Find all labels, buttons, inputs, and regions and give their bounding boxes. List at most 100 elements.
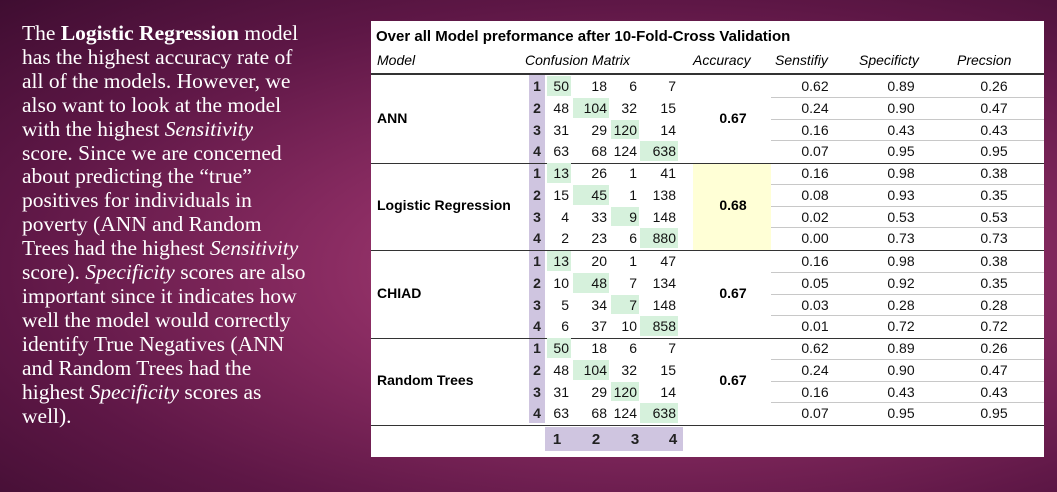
precision-value: 0.28 [980, 296, 1008, 313]
sensitivity-value: 0.00 [801, 230, 829, 247]
row-index: 2 [533, 186, 541, 203]
matrix-cell: 29 [591, 121, 607, 138]
matrix-cell: 23 [591, 230, 607, 247]
precision-value: 0.43 [980, 383, 1008, 400]
specificity-value: 0.53 [887, 208, 915, 225]
description-text: The Logistic Regression model has the hi… [22, 21, 362, 428]
matrix-cell: 68 [591, 405, 607, 422]
diagonal-highlight [640, 228, 678, 248]
row-index: 4 [533, 230, 541, 247]
precision-value: 0.35 [980, 274, 1008, 291]
precision-value: 0.73 [980, 230, 1008, 247]
header-divider [371, 73, 1044, 74]
row-index: 4 [533, 405, 541, 422]
row-divider [771, 183, 1044, 185]
header-precision: Precsion [957, 52, 1012, 68]
row-index: 4 [533, 143, 541, 160]
matrix-cell: 5 [561, 296, 569, 313]
sensitivity-value: 0.05 [801, 274, 829, 291]
specificity-value: 0.43 [887, 383, 915, 400]
specificity-value: 0.72 [887, 318, 915, 335]
specificity-value: 0.93 [887, 186, 915, 203]
row-index: 1 [533, 165, 541, 181]
matrix-cell: 18 [591, 340, 607, 356]
accuracy-highlight [693, 163, 771, 251]
matrix-cell: 9 [629, 208, 637, 225]
matrix-cell: 14 [660, 121, 676, 138]
matrix-cell: 15 [660, 361, 676, 378]
matrix-cell: 1 [629, 186, 637, 203]
desc-line: poverty (ANN and Random [22, 212, 262, 237]
desc-line: Trees had the highest Sensitivity [22, 236, 299, 261]
matrix-cell: 7 [629, 274, 637, 291]
diagonal-highlight [640, 316, 678, 336]
matrix-cell: 45 [591, 186, 607, 203]
row-index: 3 [533, 208, 541, 225]
sensitivity-value: 0.24 [801, 99, 829, 116]
matrix-cell: 48 [553, 99, 569, 116]
sensitivity-value: 0.16 [801, 383, 829, 400]
row-divider [771, 402, 1044, 404]
precision-value: 0.47 [980, 361, 1008, 378]
precision-value: 0.26 [980, 78, 1008, 94]
header-specificity: Specificty [859, 52, 919, 68]
matrix-cell: 18 [591, 78, 607, 94]
desc-line: The Logistic Regression model [22, 21, 299, 45]
desc-line: well the model would correctly [22, 307, 291, 332]
row-index: 1 [533, 78, 541, 94]
header-model: Model [377, 52, 416, 68]
row-index: 1 [533, 340, 541, 356]
desc-line: score). Specificity scores are also [22, 260, 306, 285]
diagonal-highlight [547, 338, 571, 358]
row-index-column [529, 75, 545, 423]
matrix-cell: 120 [613, 383, 637, 400]
block-divider [371, 425, 1044, 426]
sensitivity-value: 0.01 [801, 318, 829, 335]
specificity-value: 0.73 [887, 230, 915, 247]
specificity-value: 0.90 [887, 99, 915, 116]
model-name: ANN [377, 109, 408, 126]
matrix-cell: 48 [553, 361, 569, 378]
matrix-cell: 138 [652, 186, 676, 203]
table-title: Over all Model preformance after 10-Fold… [376, 28, 791, 45]
matrix-cell: 6 [629, 230, 637, 247]
diagonal-highlight [547, 163, 571, 183]
block-divider [371, 338, 1044, 339]
matrix-cell: 33 [591, 208, 607, 225]
row-index: 3 [533, 121, 541, 138]
sensitivity-value: 0.03 [801, 296, 829, 313]
column-index-footer [545, 427, 683, 451]
matrix-cell: 104 [583, 361, 607, 378]
matrix-cell: 68 [591, 143, 607, 160]
diagonal-highlight [573, 359, 609, 380]
matrix-cell: 31 [553, 383, 569, 400]
sensitivity-value: 0.62 [801, 340, 829, 356]
matrix-cell: 124 [613, 143, 637, 160]
specificity-value: 0.43 [887, 121, 915, 138]
matrix-cell: 32 [621, 361, 637, 378]
desc-line: about predicting the “true” [22, 164, 252, 189]
matrix-cell: 4 [561, 208, 569, 225]
accuracy-value: 0.67 [719, 109, 747, 126]
precision-value: 0.35 [980, 186, 1008, 203]
matrix-cell: 13 [553, 165, 569, 181]
row-index: 1 [533, 253, 541, 269]
matrix-cell: 638 [652, 405, 676, 422]
diagonal-highlight [611, 294, 639, 315]
diagonal-highlight [547, 76, 571, 96]
precision-value: 0.53 [980, 208, 1008, 225]
diagonal-highlight [573, 97, 609, 118]
matrix-cell: 6 [561, 318, 569, 335]
diagonal-highlight [611, 381, 639, 402]
matrix-cell: 48 [591, 274, 607, 291]
header-sensitivity: Senstifiy [775, 52, 828, 68]
row-index: 4 [533, 318, 541, 335]
matrix-cell: 32 [621, 99, 637, 116]
model-name: Logistic Regression [377, 196, 511, 213]
matrix-cell: 47 [660, 253, 676, 269]
matrix-cell: 15 [553, 186, 569, 203]
matrix-cell: 10 [621, 318, 637, 335]
matrix-cell: 10 [553, 274, 569, 291]
accuracy-value: 0.67 [719, 371, 747, 388]
diagonal-highlight [640, 141, 678, 161]
